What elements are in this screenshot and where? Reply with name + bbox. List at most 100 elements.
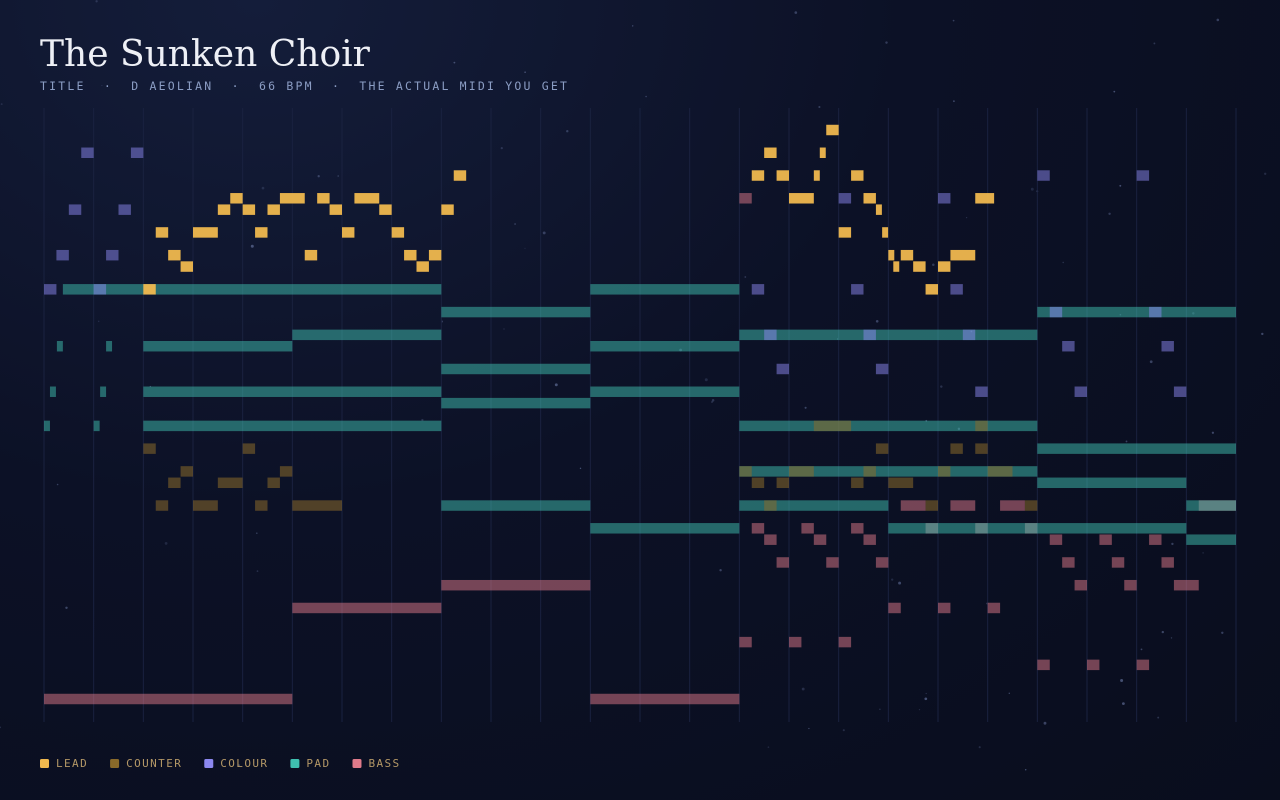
note <box>938 602 951 614</box>
star <box>0 726 1 729</box>
legend-item: COLOUR <box>204 757 267 770</box>
note <box>1049 306 1063 318</box>
note <box>143 340 293 352</box>
star <box>56 483 59 486</box>
star <box>237 764 241 767</box>
note <box>1136 170 1150 181</box>
note <box>1037 443 1236 454</box>
note <box>838 193 852 204</box>
star <box>503 328 505 330</box>
star <box>891 578 894 581</box>
legend-swatch <box>204 759 214 768</box>
note <box>925 284 938 295</box>
note <box>441 306 591 318</box>
note <box>739 636 752 648</box>
note <box>130 147 144 158</box>
note <box>1087 659 1100 671</box>
note <box>453 170 467 181</box>
star <box>1108 212 1111 216</box>
star <box>1261 332 1264 336</box>
star <box>317 175 320 178</box>
note <box>1186 534 1236 545</box>
note <box>739 466 1038 477</box>
note <box>56 340 63 352</box>
note <box>813 170 820 181</box>
legend-swatch <box>110 759 120 768</box>
note <box>851 477 864 489</box>
note <box>217 204 231 215</box>
star <box>164 542 168 545</box>
star <box>421 418 424 422</box>
note <box>391 227 405 238</box>
note <box>279 466 293 477</box>
star <box>925 692 927 695</box>
legend-item: COUNTER <box>110 757 181 770</box>
note <box>143 420 442 432</box>
note <box>819 147 826 158</box>
note <box>441 397 591 409</box>
note <box>851 523 864 534</box>
note <box>851 170 864 181</box>
star <box>453 61 456 64</box>
star <box>924 697 928 701</box>
note <box>950 284 963 295</box>
note <box>950 500 976 511</box>
legend-item: LEAD <box>40 757 87 770</box>
star <box>1211 431 1215 434</box>
note <box>789 193 814 204</box>
note <box>863 534 876 545</box>
note <box>893 261 900 272</box>
note <box>1049 534 1063 545</box>
star <box>579 467 582 470</box>
star <box>101 84 103 87</box>
note <box>1149 534 1162 545</box>
star <box>95 0 98 3</box>
note <box>975 386 988 397</box>
star <box>885 41 888 44</box>
note <box>875 363 889 375</box>
star <box>1153 42 1156 45</box>
note <box>776 557 789 568</box>
note <box>863 193 876 204</box>
note <box>1173 386 1187 397</box>
note <box>776 170 789 181</box>
note <box>801 523 814 534</box>
star <box>256 570 259 572</box>
note <box>428 249 442 261</box>
note <box>590 523 740 534</box>
note <box>826 557 839 568</box>
star <box>524 71 526 74</box>
star <box>711 399 715 402</box>
note <box>888 602 901 614</box>
note <box>317 193 330 204</box>
note <box>1074 386 1087 397</box>
star <box>1264 172 1267 175</box>
note <box>925 500 938 511</box>
note <box>950 443 963 454</box>
star <box>97 320 100 323</box>
star <box>65 606 68 610</box>
star <box>1149 360 1153 364</box>
star <box>645 95 647 98</box>
star <box>566 130 569 133</box>
note <box>44 420 50 432</box>
note <box>217 477 243 489</box>
star <box>261 186 265 190</box>
note <box>764 329 777 341</box>
star <box>767 746 770 748</box>
star <box>1120 679 1124 682</box>
star <box>842 729 845 732</box>
note <box>193 227 218 238</box>
note <box>987 466 1013 477</box>
note <box>342 227 355 238</box>
note <box>255 227 268 238</box>
star <box>1171 542 1174 546</box>
star <box>1043 721 1047 725</box>
note <box>292 329 442 341</box>
note <box>155 500 169 511</box>
note <box>938 261 951 272</box>
note <box>813 420 852 432</box>
note <box>975 420 988 432</box>
